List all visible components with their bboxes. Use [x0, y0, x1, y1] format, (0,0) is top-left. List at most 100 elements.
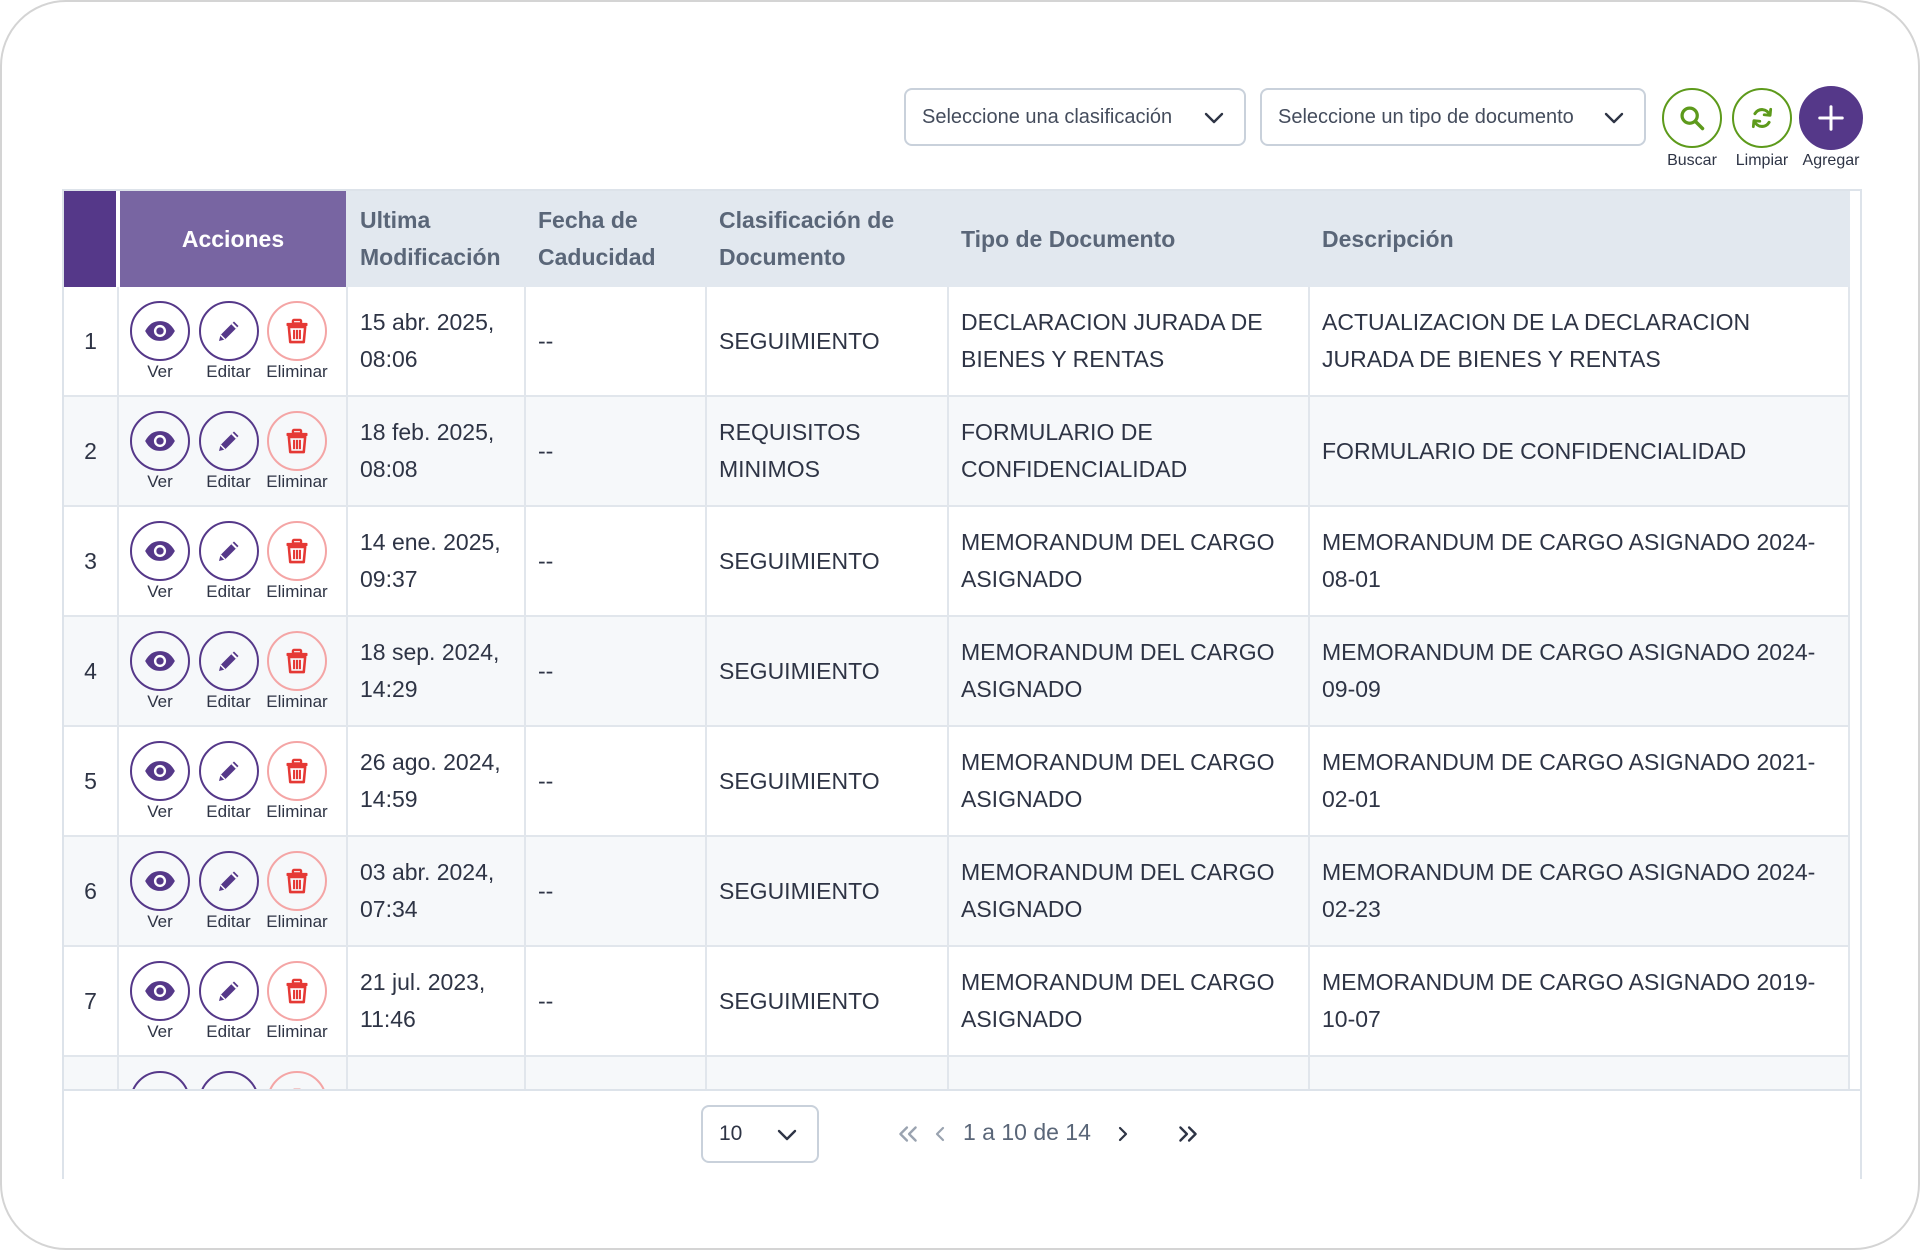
- cell-classification: [706, 1056, 949, 1089]
- trash-icon: [286, 648, 308, 673]
- view-button[interactable]: Ver: [127, 960, 193, 1042]
- table-row[interactable]: 1 Ver Editar Eliminar 15 abr. 2025, 08:06 -- S…: [64, 287, 1850, 397]
- delete-button-label: Eliminar: [266, 801, 328, 821]
- table-row[interactable]: 3 Ver Editar Eliminar 14 ene. 2025, 09:37 -- S…: [64, 506, 1850, 617]
- delete-button-label: Eliminar: [266, 361, 328, 381]
- cell-type: FORMULARIO DE CONFIDENCIALIDAD: [948, 396, 1310, 507]
- edit-button-label: Editar: [206, 361, 251, 381]
- view-button[interactable]: Ver: [127, 520, 193, 602]
- delete-button[interactable]: Eliminar: [264, 850, 330, 932]
- eye-icon: [145, 870, 175, 891]
- add-button[interactable]: Agregar: [1799, 86, 1863, 170]
- table-row[interactable]: 4 Ver Editar Eliminar 18 sep. 2024, 14:29 -- S…: [64, 616, 1850, 727]
- table-row[interactable]: 7 Ver Editar Eliminar 21 jul. 2023, 11:46 -- S…: [64, 946, 1850, 1057]
- table-row[interactable]: 6 Ver Editar Eliminar 03 abr. 2024, 07:34 -- S…: [64, 836, 1850, 947]
- row-index: 3: [64, 506, 119, 617]
- search-button[interactable]: Buscar: [1660, 88, 1724, 170]
- search-button-circle[interactable]: [1662, 88, 1722, 148]
- row-index: 7: [64, 946, 119, 1057]
- delete-button-label: Eliminar: [266, 581, 328, 601]
- view-button-label: Ver: [147, 1021, 173, 1041]
- row-index: 1: [64, 287, 119, 397]
- column-header-expires[interactable]: Fecha de Caducidad: [525, 191, 707, 287]
- column-header-modified[interactable]: Ultima Modificación: [347, 191, 526, 287]
- previous-page-button[interactable]: [925, 1119, 955, 1149]
- cell-expires: --: [525, 287, 707, 397]
- edit-button[interactable]: Editar: [196, 740, 262, 822]
- delete-button[interactable]: Eliminar: [264, 410, 330, 492]
- add-button-label: Agregar: [1802, 152, 1860, 169]
- delete-button[interactable]: Eliminar: [264, 960, 330, 1042]
- view-button[interactable]: Ver: [127, 740, 193, 822]
- pencil-icon: [218, 431, 238, 451]
- column-header-description[interactable]: Descripción: [1309, 191, 1850, 287]
- pencil-icon: [218, 981, 238, 1001]
- doctype-select[interactable]: Seleccione un tipo de documento: [1260, 88, 1646, 146]
- eye-icon: [145, 320, 175, 341]
- table-row[interactable]: 2 Ver Editar Eliminar 18 feb. 2025, 08:08 -- R…: [64, 396, 1850, 507]
- view-button[interactable]: Ver: [127, 410, 193, 492]
- delete-button[interactable]: Eliminar: [264, 1070, 330, 1089]
- eye-icon: [145, 540, 175, 561]
- cell-classification: SEGUIMIENTO: [706, 506, 949, 617]
- chevron-down-icon: [777, 1129, 797, 1141]
- cell-description: MEMORANDUM DE CARGO ASIGNADO 2021-02-01: [1309, 726, 1850, 837]
- edit-button[interactable]: Editar: [196, 850, 262, 932]
- cell-modified: 03 abr. 2024, 07:34: [347, 836, 526, 947]
- documents-table-scroll[interactable]: Acciones Ultima Modificación Fecha de Ca…: [64, 191, 1860, 1089]
- page-size-select[interactable]: 10: [701, 1105, 819, 1163]
- cell-expires: --: [525, 506, 707, 617]
- cell-modified: 21 jul. 2023, 11:46: [347, 946, 526, 1057]
- classification-select[interactable]: Seleccione una clasificación: [904, 88, 1246, 146]
- cell-type: MEMORANDUM DEL CARGO: [948, 1056, 1310, 1089]
- column-header-type[interactable]: Tipo de Documento: [948, 191, 1310, 287]
- doctype-select-placeholder: Seleccione un tipo de documento: [1278, 105, 1574, 128]
- edit-button[interactable]: Editar: [196, 300, 262, 382]
- clear-button-circle[interactable]: [1732, 88, 1792, 148]
- delete-button[interactable]: Eliminar: [264, 520, 330, 602]
- column-header-classification[interactable]: Clasificación de Documento: [706, 191, 949, 287]
- edit-button[interactable]: Editar: [196, 410, 262, 492]
- chevron-down-icon: [1604, 112, 1624, 124]
- cell-type: MEMORANDUM DEL CARGO ASIGNADO: [948, 506, 1310, 617]
- column-header-actions: Acciones: [118, 191, 348, 287]
- cell-classification: SEGUIMIENTO: [706, 616, 949, 727]
- view-button[interactable]: Ver: [127, 1070, 193, 1089]
- edit-button[interactable]: Editar: [196, 1070, 262, 1089]
- cell-modified: 18 sep. 2024, 14:29: [347, 616, 526, 727]
- edit-button[interactable]: Editar: [196, 630, 262, 712]
- last-page-button[interactable]: [1173, 1119, 1203, 1149]
- cell-expires: --: [525, 836, 707, 947]
- view-button[interactable]: Ver: [127, 300, 193, 382]
- add-button-circle[interactable]: [1799, 86, 1863, 150]
- trash-icon: [286, 428, 308, 453]
- edit-button-label: Editar: [206, 1021, 251, 1041]
- delete-button-label: Eliminar: [266, 691, 328, 711]
- table-row[interactable]: 5 Ver Editar Eliminar 26 ago. 2024, 14:59 -- S…: [64, 726, 1850, 837]
- view-button[interactable]: Ver: [127, 850, 193, 932]
- clear-button[interactable]: Limpiar: [1730, 88, 1794, 170]
- first-page-button[interactable]: [893, 1119, 923, 1149]
- eye-icon: [145, 650, 175, 671]
- edit-button-label: Editar: [206, 911, 251, 931]
- search-button-label: Buscar: [1667, 152, 1717, 169]
- view-button[interactable]: Ver: [127, 630, 193, 712]
- cell-description: FORMULARIO DE CONFIDENCIALIDAD: [1309, 396, 1850, 507]
- cell-type: MEMORANDUM DEL CARGO ASIGNADO: [948, 616, 1310, 727]
- cell-modified: 14 ene. 2025, 09:37: [347, 506, 526, 617]
- delete-button[interactable]: Eliminar: [264, 300, 330, 382]
- eye-icon: [145, 980, 175, 1001]
- next-page-button[interactable]: [1108, 1119, 1138, 1149]
- delete-button[interactable]: Eliminar: [264, 630, 330, 712]
- cell-classification: SEGUIMIENTO: [706, 726, 949, 837]
- pencil-icon: [218, 871, 238, 891]
- row-index: [64, 1056, 119, 1089]
- delete-button[interactable]: Eliminar: [264, 740, 330, 822]
- edit-button[interactable]: Editar: [196, 960, 262, 1042]
- row-index: 5: [64, 726, 119, 837]
- edit-button[interactable]: Editar: [196, 520, 262, 602]
